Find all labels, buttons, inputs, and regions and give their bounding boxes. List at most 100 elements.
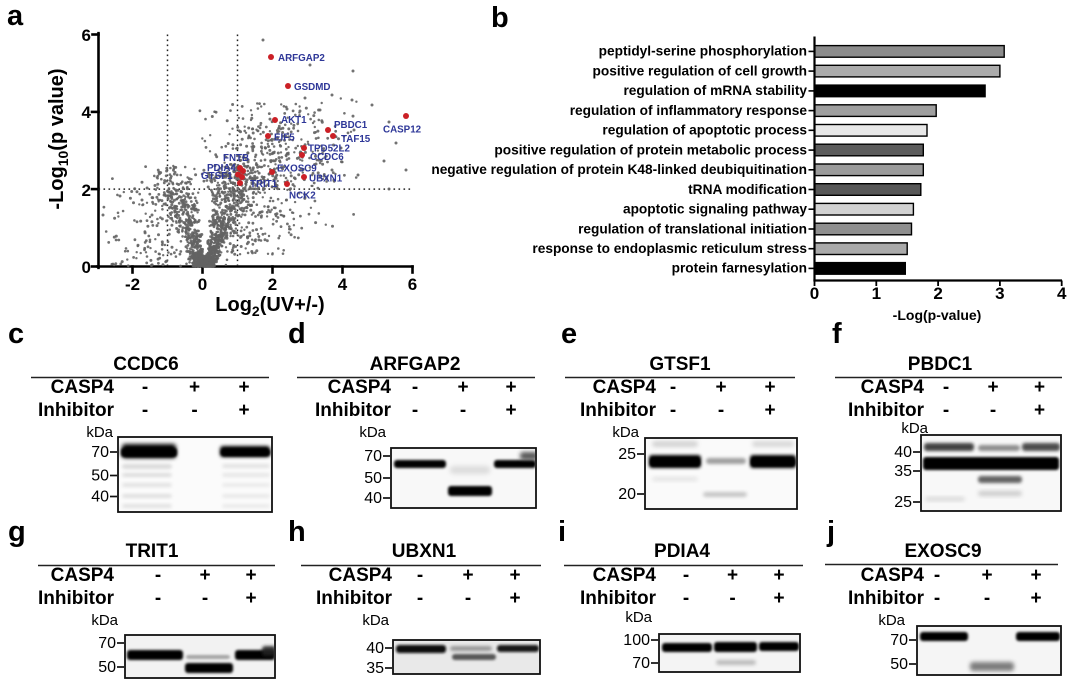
svg-text:AKT1: AKT1: [281, 115, 307, 126]
svg-text:Inhibitor: Inhibitor: [316, 588, 393, 609]
svg-text:+: +: [238, 400, 249, 421]
svg-text:-: -: [202, 588, 208, 609]
svg-text:tRNA modification: tRNA modification: [688, 182, 807, 197]
svg-text:100: 100: [623, 632, 650, 649]
svg-text:protein farnesylation: protein farnesylation: [672, 261, 807, 276]
svg-text:4: 4: [82, 103, 92, 122]
svg-text:2: 2: [933, 284, 942, 303]
svg-text:NCK2: NCK2: [289, 191, 316, 202]
svg-text:CASP4: CASP4: [593, 377, 657, 398]
svg-text:6: 6: [408, 275, 417, 294]
svg-text:50: 50: [890, 656, 908, 673]
svg-text:+: +: [505, 400, 516, 421]
svg-text:70: 70: [91, 444, 109, 461]
svg-text:-: -: [729, 588, 735, 609]
svg-text:CCDC6: CCDC6: [113, 354, 178, 375]
svg-text:-: -: [683, 565, 689, 586]
svg-text:0: 0: [198, 275, 207, 294]
svg-text:-: -: [155, 588, 161, 609]
svg-text:-: -: [670, 400, 676, 421]
svg-text:Inhibitor: Inhibitor: [848, 588, 925, 609]
svg-text:-: -: [417, 588, 423, 609]
svg-text:c: c: [8, 318, 24, 350]
svg-text:0: 0: [82, 258, 91, 277]
svg-text:-: -: [460, 400, 466, 421]
svg-text:kDa: kDa: [612, 424, 639, 441]
svg-text:35: 35: [366, 660, 384, 677]
svg-text:+: +: [245, 588, 256, 609]
svg-text:+: +: [189, 377, 200, 398]
svg-text:70: 70: [890, 632, 908, 649]
svg-text:kDa: kDa: [362, 612, 389, 629]
svg-text:kDa: kDa: [878, 612, 905, 629]
svg-text:GTSF1: GTSF1: [201, 171, 233, 182]
svg-text:+: +: [509, 565, 520, 586]
svg-text:EIF5: EIF5: [274, 133, 295, 144]
svg-text:2: 2: [268, 275, 277, 294]
svg-text:ARFGAP2: ARFGAP2: [370, 354, 461, 375]
svg-text:-: -: [142, 400, 148, 421]
svg-text:-Log10(p value): -Log10(p value): [46, 68, 71, 209]
svg-text:-: -: [155, 565, 161, 586]
svg-text:-: -: [465, 588, 471, 609]
svg-text:-: -: [412, 400, 418, 421]
svg-text:+: +: [1030, 565, 1041, 586]
svg-text:Inhibitor: Inhibitor: [580, 400, 657, 421]
svg-text:i: i: [558, 516, 566, 548]
svg-text:regulation of translational in: regulation of translational initiation: [578, 221, 807, 236]
svg-text:+: +: [238, 377, 249, 398]
svg-text:g: g: [8, 516, 26, 548]
svg-text:2: 2: [82, 181, 91, 200]
svg-text:Inhibitor: Inhibitor: [580, 588, 657, 609]
svg-text:negative regulation of protein: negative regulation of protein K48-linke…: [431, 162, 807, 177]
svg-text:-: -: [718, 400, 724, 421]
svg-text:h: h: [288, 516, 306, 548]
svg-text:PDIA4: PDIA4: [207, 163, 236, 174]
svg-text:-: -: [417, 565, 423, 586]
svg-text:+: +: [773, 588, 784, 609]
svg-text:PBDC1: PBDC1: [908, 354, 973, 375]
svg-text:3: 3: [995, 284, 1004, 303]
svg-text:-: -: [934, 588, 940, 609]
svg-text:4: 4: [1057, 284, 1067, 303]
svg-text:CCDC6: CCDC6: [310, 152, 344, 163]
svg-text:6: 6: [82, 26, 91, 45]
svg-text:1: 1: [872, 284, 881, 303]
svg-text:kDa: kDa: [91, 612, 118, 629]
svg-text:b: b: [491, 2, 509, 34]
svg-text:kDa: kDa: [901, 420, 928, 437]
svg-text:Inhibitor: Inhibitor: [315, 400, 392, 421]
svg-text:50: 50: [98, 659, 116, 676]
svg-text:70: 70: [364, 448, 382, 465]
svg-text:-: -: [943, 400, 949, 421]
svg-text:-: -: [934, 565, 940, 586]
svg-text:+: +: [764, 377, 775, 398]
svg-text:+: +: [509, 588, 520, 609]
svg-text:+: +: [1034, 400, 1045, 421]
svg-text:Inhibitor: Inhibitor: [848, 400, 925, 421]
svg-text:f: f: [832, 318, 842, 350]
svg-text:CASP4: CASP4: [51, 377, 115, 398]
svg-text:CASP4: CASP4: [861, 377, 925, 398]
svg-text:TPD52L2: TPD52L2: [308, 144, 350, 155]
svg-text:regulation of mRNA stability: regulation of mRNA stability: [623, 83, 807, 98]
svg-text:40: 40: [364, 490, 382, 507]
svg-text:CASP4: CASP4: [329, 565, 393, 586]
svg-text:+: +: [462, 565, 473, 586]
svg-text:4: 4: [338, 275, 348, 294]
svg-text:50: 50: [91, 468, 109, 485]
svg-text:kDa: kDa: [359, 424, 386, 441]
svg-text:+: +: [987, 377, 998, 398]
svg-text:-: -: [984, 588, 990, 609]
svg-text:EXOSC9: EXOSC9: [904, 541, 981, 562]
svg-text:+: +: [715, 377, 726, 398]
svg-text:70: 70: [632, 655, 650, 672]
svg-text:e: e: [561, 318, 577, 350]
svg-text:+: +: [773, 565, 784, 586]
svg-text:CASP4: CASP4: [593, 565, 657, 586]
svg-text:UBXN1: UBXN1: [392, 541, 457, 562]
svg-text:+: +: [457, 377, 468, 398]
svg-text:35: 35: [894, 463, 912, 480]
svg-text:CASP4: CASP4: [861, 565, 925, 586]
svg-text:regulation of inflammatory res: regulation of inflammatory response: [570, 103, 808, 118]
